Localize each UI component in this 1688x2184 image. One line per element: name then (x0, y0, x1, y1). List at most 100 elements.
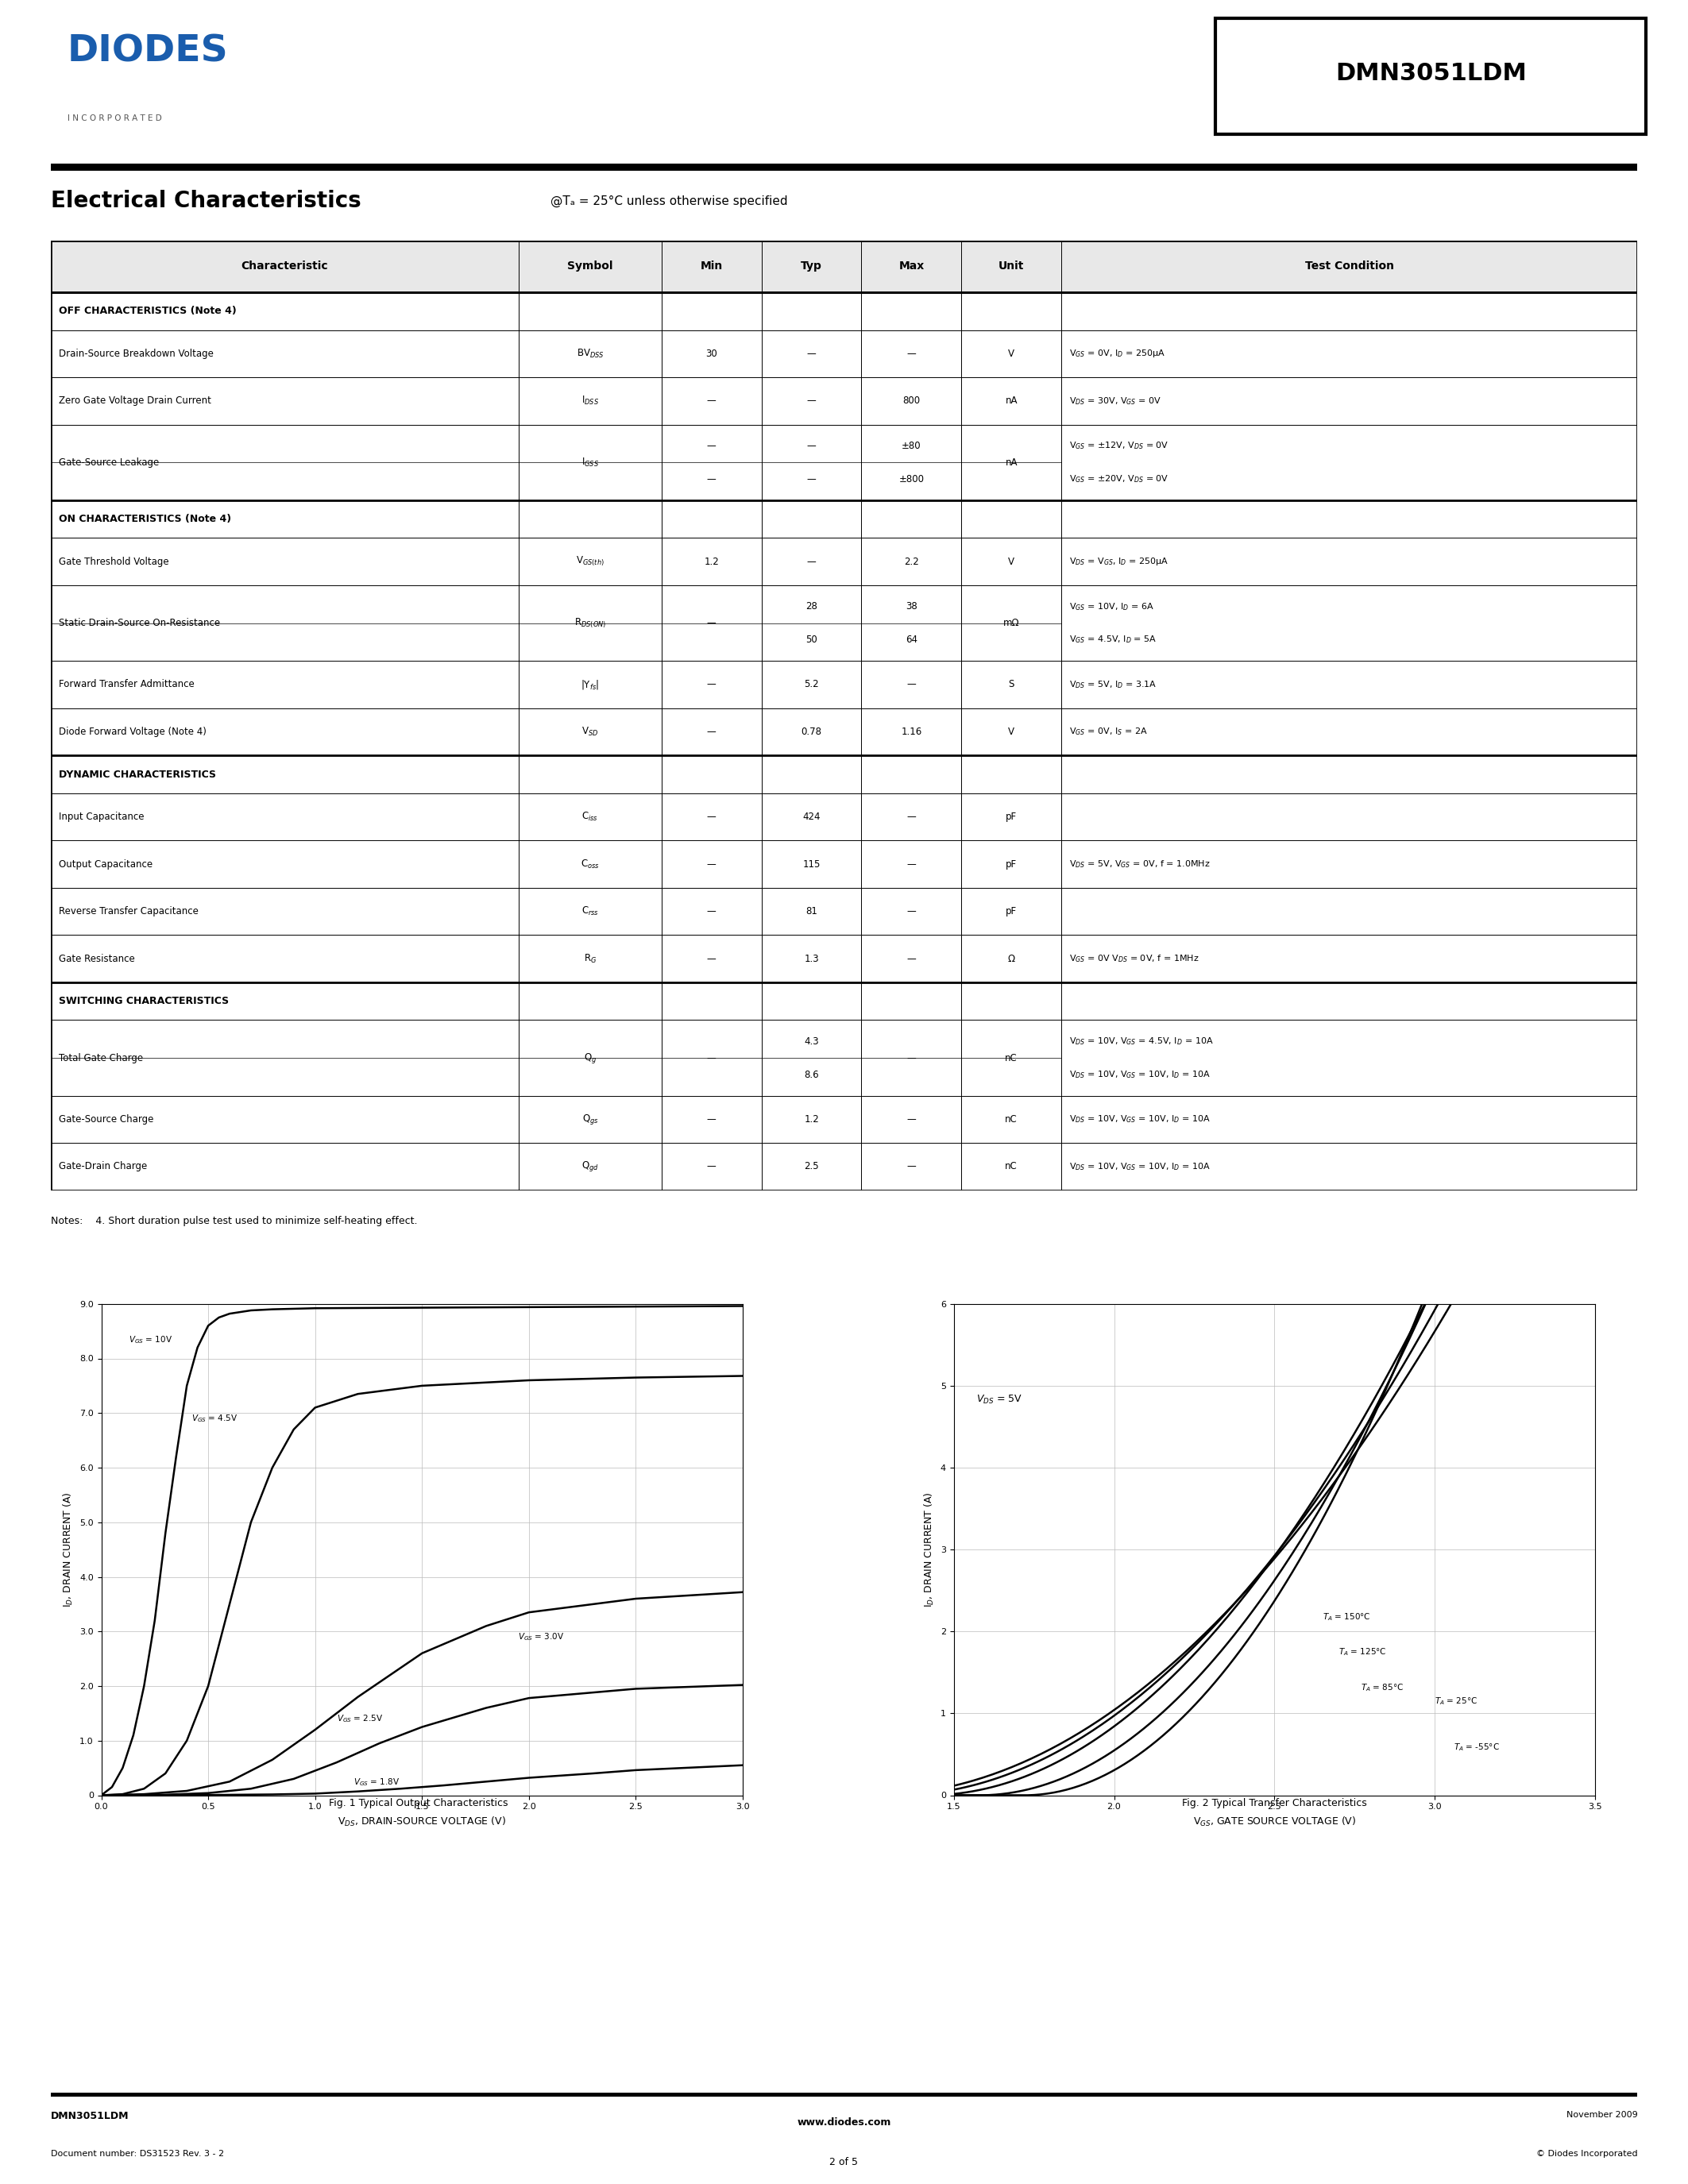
Text: Output Capacitance: Output Capacitance (59, 858, 152, 869)
Text: nA: nA (1006, 456, 1018, 467)
Text: —: — (807, 441, 815, 450)
Text: 4.3: 4.3 (803, 1035, 819, 1046)
Text: C$_{iss}$: C$_{iss}$ (582, 810, 599, 823)
Text: Gate Threshold Voltage: Gate Threshold Voltage (59, 557, 169, 568)
Text: —: — (807, 349, 815, 358)
Text: OFF CHARACTERISTICS (Note 4): OFF CHARACTERISTICS (Note 4) (59, 306, 236, 317)
Text: Forward Transfer Admittance: Forward Transfer Admittance (59, 679, 194, 690)
Text: Electrical Characteristics: Electrical Characteristics (51, 190, 361, 212)
Text: Min: Min (701, 260, 722, 271)
Text: $V_{GS}$ = 10V: $V_{GS}$ = 10V (128, 1334, 172, 1345)
Text: 2 of 5: 2 of 5 (830, 2158, 858, 2167)
Text: Drain-Source Breakdown Voltage: Drain-Source Breakdown Voltage (59, 349, 213, 358)
Text: Reverse Transfer Capacitance: Reverse Transfer Capacitance (59, 906, 197, 917)
Text: —: — (906, 1114, 917, 1125)
Text: $T_A$ = -55°C: $T_A$ = -55°C (1453, 1741, 1501, 1752)
Text: 38: 38 (905, 601, 917, 612)
Text: |Y$_{fs}$|: |Y$_{fs}$| (581, 679, 599, 690)
Text: C$_{rss}$: C$_{rss}$ (581, 906, 599, 917)
Text: —: — (807, 474, 815, 485)
Text: 8.6: 8.6 (803, 1070, 819, 1079)
Text: $T_A$ = 85°C: $T_A$ = 85°C (1361, 1682, 1404, 1693)
Bar (51, 240, 1637, 293)
Text: 5.2: 5.2 (803, 679, 819, 690)
Text: —: — (707, 812, 716, 821)
Text: V$_{GS}$ = 0V, I$_S$ = 2A: V$_{GS}$ = 0V, I$_S$ = 2A (1069, 727, 1148, 738)
Text: Unit: Unit (999, 260, 1025, 271)
Text: November 2009: November 2009 (1566, 2110, 1637, 2118)
Text: —: — (707, 395, 716, 406)
Text: —: — (707, 474, 716, 485)
Text: I N C O R P O R A T E D: I N C O R P O R A T E D (68, 116, 162, 122)
Text: —: — (707, 679, 716, 690)
Text: $T_A$ = 125°C: $T_A$ = 125°C (1339, 1647, 1388, 1658)
Text: Fig. 1 Typical Output Characteristics: Fig. 1 Typical Output Characteristics (329, 1797, 508, 1808)
Bar (51, 500, 1637, 537)
Text: 2.5: 2.5 (803, 1162, 819, 1173)
Bar (51, 983, 1637, 1020)
Text: —: — (707, 727, 716, 736)
Text: 1.3: 1.3 (803, 954, 819, 963)
Text: $T_A$ = 150°C: $T_A$ = 150°C (1323, 1612, 1371, 1623)
Text: —: — (807, 395, 815, 406)
Text: V$_{GS(th)}$: V$_{GS(th)}$ (576, 555, 604, 568)
Text: DMN3051LDM: DMN3051LDM (51, 2110, 128, 2121)
Text: 81: 81 (805, 906, 817, 917)
Text: Zero Gate Voltage Drain Current: Zero Gate Voltage Drain Current (59, 395, 211, 406)
Text: —: — (707, 618, 716, 629)
Text: Gate-Source Leakage: Gate-Source Leakage (59, 456, 159, 467)
Text: V$_{DS}$ = 5V, I$_D$ = 3.1A: V$_{DS}$ = 5V, I$_D$ = 3.1A (1069, 679, 1156, 690)
Text: Q$_{gd}$: Q$_{gd}$ (581, 1160, 599, 1173)
Text: 1.2: 1.2 (803, 1114, 819, 1125)
Text: V$_{SD}$: V$_{SD}$ (582, 725, 599, 738)
Text: pF: pF (1006, 812, 1016, 821)
Text: —: — (707, 906, 716, 917)
Text: $V_{DS}$ = 5V: $V_{DS}$ = 5V (976, 1393, 1023, 1404)
Text: Gate Resistance: Gate Resistance (59, 954, 135, 963)
Text: $V_{GS}$ = 3.0V: $V_{GS}$ = 3.0V (518, 1631, 565, 1642)
Text: nC: nC (1004, 1053, 1018, 1064)
Text: V$_{GS}$ = ±20V, V$_{DS}$ = 0V: V$_{GS}$ = ±20V, V$_{DS}$ = 0V (1069, 474, 1170, 485)
Text: 64: 64 (905, 636, 917, 644)
Text: mΩ: mΩ (1003, 618, 1020, 629)
Text: Typ: Typ (800, 260, 822, 271)
Text: nC: nC (1004, 1162, 1018, 1173)
Text: 800: 800 (903, 395, 920, 406)
Text: —: — (906, 906, 917, 917)
Text: V$_{GS}$ = 10V, I$_D$ = 6A: V$_{GS}$ = 10V, I$_D$ = 6A (1069, 601, 1155, 612)
Text: V$_{DS}$ = 10V, V$_{GS}$ = 10V, I$_D$ = 10A: V$_{DS}$ = 10V, V$_{GS}$ = 10V, I$_D$ = … (1069, 1070, 1210, 1081)
Text: —: — (707, 858, 716, 869)
Text: R$_G$: R$_G$ (584, 952, 596, 965)
Text: © Diodes Incorporated: © Diodes Incorporated (1536, 2149, 1637, 2158)
Text: 1.16: 1.16 (901, 727, 922, 736)
Y-axis label: I$_D$, DRAIN CURRENT (A): I$_D$, DRAIN CURRENT (A) (62, 1492, 74, 1607)
Text: I$_{DSS}$: I$_{DSS}$ (581, 395, 599, 406)
Text: —: — (906, 812, 917, 821)
Text: —: — (906, 679, 917, 690)
Text: Fig. 2 Typical Transfer Characteristics: Fig. 2 Typical Transfer Characteristics (1182, 1797, 1367, 1808)
Text: Static Drain-Source On-Resistance: Static Drain-Source On-Resistance (59, 618, 219, 629)
Text: Document number: DS31523 Rev. 3 - 2: Document number: DS31523 Rev. 3 - 2 (51, 2149, 225, 2158)
Text: 424: 424 (802, 812, 820, 821)
Text: V$_{GS}$ = 0V, I$_D$ = 250μA: V$_{GS}$ = 0V, I$_D$ = 250μA (1069, 347, 1165, 358)
Text: V$_{GS}$ = ±12V, V$_{DS}$ = 0V: V$_{GS}$ = ±12V, V$_{DS}$ = 0V (1069, 441, 1170, 452)
Text: I$_{GSS}$: I$_{GSS}$ (581, 456, 599, 467)
Text: —: — (707, 1114, 716, 1125)
Text: V$_{GS}$ = 4.5V, I$_D$ = 5A: V$_{GS}$ = 4.5V, I$_D$ = 5A (1069, 633, 1156, 644)
Text: —: — (707, 1053, 716, 1064)
Text: —: — (707, 954, 716, 963)
Text: DYNAMIC CHARACTERISTICS: DYNAMIC CHARACTERISTICS (59, 769, 216, 780)
Text: V$_{DS}$ = 10V, V$_{GS}$ = 4.5V, I$_D$ = 10A: V$_{DS}$ = 10V, V$_{GS}$ = 4.5V, I$_D$ =… (1069, 1035, 1214, 1046)
Text: nA: nA (1006, 395, 1018, 406)
Text: V: V (1008, 557, 1014, 568)
Text: $V_{GS}$ = 2.5V: $V_{GS}$ = 2.5V (336, 1714, 383, 1725)
Text: 2.2: 2.2 (905, 557, 918, 568)
Text: $V_{GS}$ = 1.8V: $V_{GS}$ = 1.8V (353, 1776, 400, 1787)
Text: V$_{DS}$ = 5V, V$_{GS}$ = 0V, f = 1.0MHz: V$_{DS}$ = 5V, V$_{GS}$ = 0V, f = 1.0MHz (1069, 858, 1210, 869)
Text: pF: pF (1006, 858, 1016, 869)
Text: ON CHARACTERISTICS (Note 4): ON CHARACTERISTICS (Note 4) (59, 513, 231, 524)
Text: —: — (906, 1053, 917, 1064)
Text: V: V (1008, 349, 1014, 358)
Text: Total Gate Charge: Total Gate Charge (59, 1053, 143, 1064)
Text: Test Condition: Test Condition (1305, 260, 1394, 271)
